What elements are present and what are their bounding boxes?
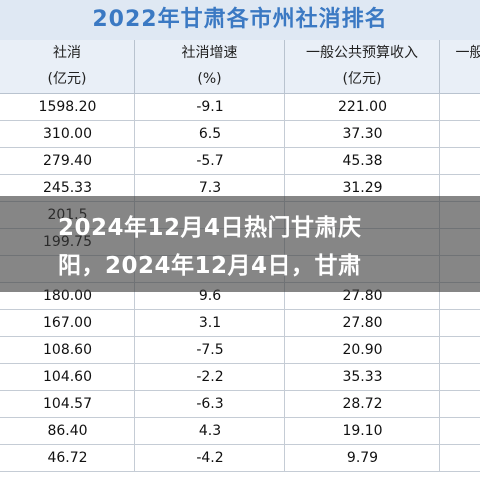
header-cell: 一般 (440, 40, 480, 94)
table-cell (0, 283, 135, 310)
table-cell (285, 283, 440, 310)
cell-text: 9.79 (346, 450, 379, 466)
header-text: 社消 (53, 45, 81, 61)
header-text: 社消增速 (181, 45, 238, 61)
table-cell (440, 337, 480, 364)
overlay-headline: 2024年12月4日热门甘肃庆 (58, 215, 362, 241)
overlay-headline: 阳，2024年12月4日，甘肃 (58, 253, 362, 279)
table-cell (135, 418, 285, 445)
table-cell (440, 418, 480, 445)
table-cell (135, 337, 285, 364)
table-cell (285, 445, 440, 472)
table-cell (285, 121, 440, 148)
header-text: (%) (197, 71, 222, 87)
cell-text: 46.72 (47, 450, 88, 466)
header-text: (亿元) (47, 71, 87, 87)
table-cell (0, 148, 135, 175)
cell-text: 3.1 (198, 315, 222, 331)
cell-text: 9.6 (198, 288, 222, 304)
cell-text: 279.40 (43, 153, 92, 169)
table-cell (135, 445, 285, 472)
cell-text: 167.00 (43, 315, 92, 331)
table-cell (285, 310, 440, 337)
table-cell (0, 391, 135, 418)
table-cell (440, 310, 480, 337)
cell-text: 27.80 (342, 288, 383, 304)
table-cell (285, 148, 440, 175)
cell-text: -7.5 (196, 342, 224, 358)
cell-text: 104.57 (43, 396, 92, 412)
table-cell (285, 364, 440, 391)
cell-text: 180.00 (43, 288, 92, 304)
cell-text: 310.00 (43, 126, 92, 142)
table-cell (440, 364, 480, 391)
cell-text: 86.40 (47, 423, 88, 439)
cell-text: 31.29 (342, 180, 383, 196)
cell-text: 4.3 (198, 423, 222, 439)
table-cell (440, 391, 480, 418)
cell-text: 1598.20 (38, 99, 97, 115)
header-text: 一般 (455, 45, 480, 61)
table-cell (285, 391, 440, 418)
table-cell (0, 94, 135, 121)
cell-text: -9.1 (196, 99, 224, 115)
header-text: 一般公共预算收入 (306, 45, 418, 61)
cell-text: 7.3 (198, 180, 222, 196)
table-cell (440, 283, 480, 310)
table-cell (440, 121, 480, 148)
cell-text: 28.72 (342, 396, 383, 412)
table-cell (440, 94, 480, 121)
table-cell (0, 121, 135, 148)
table-cell (135, 364, 285, 391)
cell-text: 221.00 (338, 99, 387, 115)
cell-text: 6.5 (198, 126, 222, 142)
cell-text: -6.3 (196, 396, 224, 412)
table-cell (0, 337, 135, 364)
table-cell (135, 391, 285, 418)
table-cell (440, 445, 480, 472)
cell-text: 45.38 (342, 153, 383, 169)
cell-text: 108.60 (43, 342, 92, 358)
header-text: (亿元) (342, 71, 382, 87)
cell-text: 245.33 (43, 180, 92, 196)
table-cell (135, 94, 285, 121)
table-cell (0, 445, 135, 472)
cell-text: 20.90 (342, 342, 383, 358)
table-cell (135, 283, 285, 310)
cell-text: 19.10 (342, 423, 383, 439)
table-cell (135, 310, 285, 337)
table-cell (285, 94, 440, 121)
cell-text: 35.33 (342, 369, 383, 385)
table-cell (285, 418, 440, 445)
header-cell: 一般公共预算收入 (亿元) (285, 40, 440, 94)
table-cell (285, 337, 440, 364)
overlay-band (0, 196, 480, 292)
table-title: 2022年甘肃各市州社消排名 (0, 0, 480, 40)
header-cell: 社消 (亿元) (0, 40, 135, 94)
cell-text: -2.2 (196, 369, 224, 385)
table-cell (0, 310, 135, 337)
cell-text: 27.80 (342, 315, 383, 331)
table-cell (0, 364, 135, 391)
table-cell (0, 418, 135, 445)
cell-text: 37.30 (342, 126, 383, 142)
table-cell (135, 121, 285, 148)
header-cell: 社消增速 (%) (135, 40, 285, 94)
cell-text: 104.60 (43, 369, 92, 385)
cell-text: -4.2 (196, 450, 224, 466)
cell-text: -5.7 (196, 153, 224, 169)
table-cell (135, 148, 285, 175)
table-cell (440, 148, 480, 175)
